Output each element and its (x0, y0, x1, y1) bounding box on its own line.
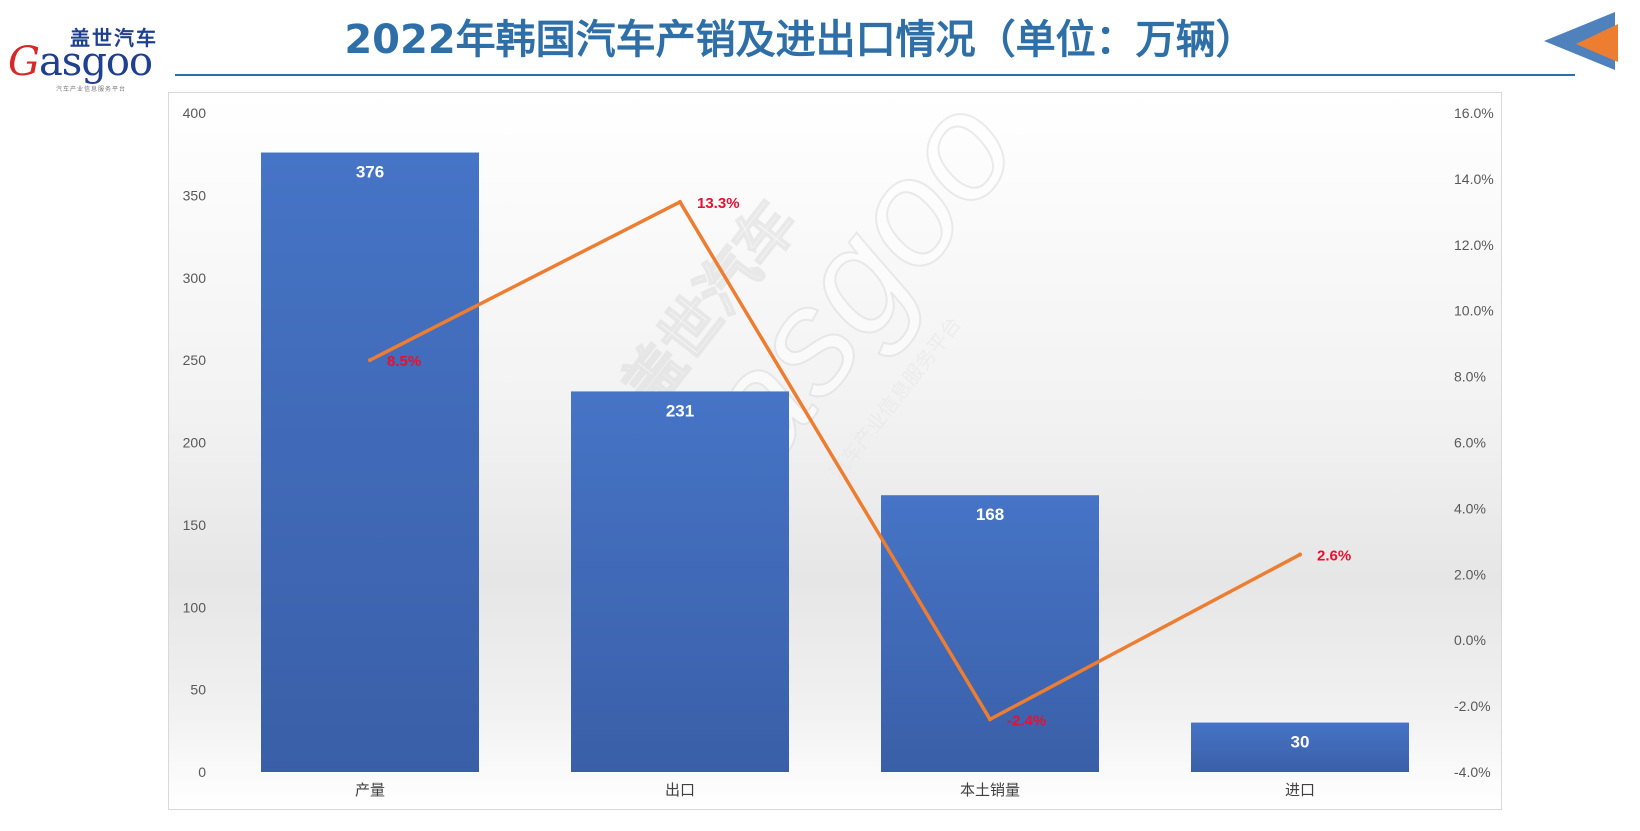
bar-value-label-2: 231 (666, 401, 694, 420)
right-tick-label: -4.0% (1454, 764, 1491, 780)
gasgoo-logo[interactable]: 盖世汽车 Gasgoo 汽车产业信息服务平台 (8, 18, 178, 98)
left-tick-label: 300 (183, 270, 207, 286)
left-axis: 0 50 100 150 200 250 300 350 400 (183, 105, 207, 780)
logo-name-cn: 盖世汽车 (70, 26, 158, 50)
logo-tagline: 汽车产业信息服务平台 (56, 86, 127, 93)
right-tick-label: 10.0% (1454, 303, 1494, 319)
growth-label-4: 2.6% (1317, 548, 1351, 565)
left-tick-label: 400 (183, 105, 207, 121)
bar-value-label-1: 376 (356, 163, 384, 182)
growth-label-2: 13.3% (697, 195, 740, 212)
right-tick-label: 2.0% (1454, 566, 1486, 582)
right-tick-label: 6.0% (1454, 435, 1486, 451)
left-tick-label: 200 (183, 435, 207, 451)
line-series: 8.5% 13.3% -2.4% 2.6% (368, 195, 1351, 729)
category-label-3: 本土销量 (960, 781, 1020, 799)
category-label-1: 产量 (355, 781, 385, 799)
page-title: 2022年韩国汽车产销及进出口情况（单位：万辆） (344, 17, 1256, 63)
left-tick-label: 0 (198, 764, 206, 780)
bar-value-label-4: 30 (1291, 733, 1310, 752)
bar-3 (881, 495, 1099, 772)
category-axis: 产量 出口 本土销量 进口 (355, 781, 1315, 799)
bar-4 (1191, 722, 1409, 772)
bar-2 (571, 391, 789, 772)
right-tick-label: 12.0% (1454, 237, 1494, 253)
left-tick-label: 250 (183, 352, 207, 368)
category-label-2: 出口 (665, 781, 695, 799)
right-tick-label: 8.0% (1454, 369, 1486, 385)
back-arrow-icon[interactable] (1540, 8, 1620, 74)
growth-point-4 (1298, 552, 1302, 557)
logo-wordmark: Gasgoo (8, 39, 153, 85)
title-divider (175, 74, 1575, 76)
right-tick-label: 14.0% (1454, 171, 1494, 187)
growth-point-1 (368, 358, 372, 363)
logo-wordmark-initial: G (8, 39, 40, 85)
growth-point-2 (678, 199, 682, 204)
growth-point-3 (988, 717, 992, 722)
left-tick-label: 50 (190, 682, 206, 698)
left-tick-label: 100 (183, 599, 207, 615)
right-tick-label: -2.0% (1454, 698, 1491, 714)
right-tick-label: 16.0% (1454, 105, 1494, 121)
logo-wordmark-rest: asgoo (38, 39, 153, 85)
category-label-4: 进口 (1285, 781, 1315, 799)
right-tick-label: 0.0% (1454, 632, 1486, 648)
bar-1 (261, 152, 479, 773)
left-tick-label: 150 (183, 517, 207, 533)
left-tick-label: 350 (183, 187, 207, 203)
growth-label-3: -2.4% (1007, 712, 1046, 729)
bar-value-label-3: 168 (976, 505, 1004, 524)
right-tick-label: 4.0% (1454, 500, 1486, 516)
growth-label-1: 8.5% (387, 353, 421, 370)
right-axis: -4.0% -2.0% 0.0% 2.0% 4.0% 6.0% 8.0% 10.0% 12.0%… (1454, 105, 1494, 780)
growth-line (369, 199, 1301, 722)
bar-series: 376 231 168 30 (261, 152, 1409, 773)
